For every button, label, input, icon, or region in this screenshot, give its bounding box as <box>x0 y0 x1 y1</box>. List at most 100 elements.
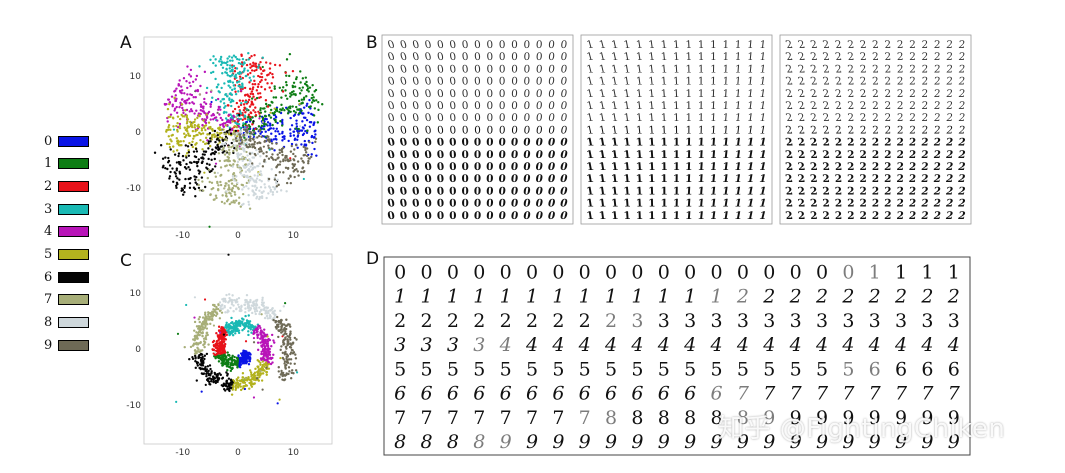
digit-sample: 5 <box>631 358 643 380</box>
digit-sample: 0 <box>399 87 409 100</box>
data-point <box>300 89 303 92</box>
data-point <box>273 341 276 344</box>
grid-frame <box>381 34 574 225</box>
digit-sample: 2 <box>933 88 941 100</box>
data-point <box>189 108 193 111</box>
data-point <box>201 189 205 192</box>
data-point <box>212 198 216 201</box>
data-point <box>265 370 268 374</box>
data-point <box>302 132 306 135</box>
data-point <box>289 325 292 328</box>
digit-sample: 0 <box>547 185 557 197</box>
legend-item: 1 <box>44 156 89 171</box>
digit-sample: 0 <box>559 209 569 222</box>
data-point <box>212 378 215 381</box>
digit-sample: 2 <box>815 286 828 308</box>
data-point <box>278 398 281 401</box>
data-point <box>225 333 228 336</box>
data-point <box>213 171 217 175</box>
digit-sample: 1 <box>660 137 668 149</box>
digit-sample: 2 <box>822 124 830 136</box>
data-point <box>190 143 193 147</box>
data-point <box>225 67 228 71</box>
data-point <box>214 150 218 154</box>
digit-sample: 0 <box>461 210 468 222</box>
digit-sample: 2 <box>908 185 917 197</box>
data-point <box>203 322 206 326</box>
digit-sample: 1 <box>635 137 643 149</box>
data-point <box>262 357 266 361</box>
data-point <box>221 364 224 367</box>
data-point <box>272 138 275 141</box>
data-point <box>249 137 252 140</box>
data-point <box>226 63 229 67</box>
digit-sample: 2 <box>957 112 966 124</box>
data-point <box>244 307 247 310</box>
data-point <box>215 340 219 343</box>
data-point <box>180 85 183 88</box>
digit-sample: 4 <box>709 334 722 356</box>
data-point <box>248 145 252 148</box>
data-point <box>236 118 239 121</box>
digit-sample: 1 <box>710 112 717 124</box>
digit-sample: 2 <box>884 63 891 75</box>
data-point <box>230 146 233 149</box>
data-point <box>248 105 252 108</box>
digit-sample: 2 <box>921 51 928 63</box>
data-point <box>237 296 241 300</box>
data-point <box>210 378 213 381</box>
data-point <box>223 351 227 354</box>
data-point <box>214 165 217 168</box>
data-point <box>269 116 273 119</box>
data-point <box>168 177 171 180</box>
data-point <box>187 97 191 100</box>
data-point <box>191 344 195 347</box>
data-point <box>203 70 207 74</box>
data-point <box>259 337 262 340</box>
digit-sample: 1 <box>758 149 768 161</box>
data-point <box>293 362 296 365</box>
data-point <box>171 167 174 170</box>
data-point <box>194 78 198 81</box>
data-point <box>281 153 284 157</box>
data-point <box>283 360 287 363</box>
digit-sample: 2 <box>872 210 880 222</box>
digit-sample: 2 <box>797 161 806 173</box>
data-point <box>248 360 252 363</box>
digit-sample: 9 <box>816 431 828 453</box>
data-point <box>245 299 248 302</box>
data-point <box>230 189 234 193</box>
data-point <box>217 378 220 381</box>
data-point <box>176 332 180 335</box>
digit-sample: 8 <box>447 431 459 453</box>
digit-sample: 0 <box>523 149 532 161</box>
digit-sample: 2 <box>872 76 879 88</box>
data-point <box>236 381 240 385</box>
digit-sample: 0 <box>499 51 506 63</box>
data-point <box>290 93 293 97</box>
digit-sample: 2 <box>797 75 807 88</box>
data-point <box>251 83 254 86</box>
data-point <box>275 190 279 194</box>
data-point <box>260 72 263 75</box>
digit-sample: 9 <box>869 431 881 453</box>
data-point <box>210 114 213 117</box>
data-point <box>239 77 243 80</box>
data-point <box>205 352 209 356</box>
data-point <box>228 324 232 327</box>
data-point <box>248 143 251 146</box>
sheet-frame <box>383 256 971 456</box>
data-point <box>260 379 264 382</box>
data-point <box>200 356 203 360</box>
data-point <box>204 383 207 386</box>
digit-sample: 2 <box>847 112 855 124</box>
digit-sample: 6 <box>500 383 512 405</box>
digit-sample: 2 <box>896 149 904 161</box>
data-point <box>199 327 203 331</box>
data-point <box>172 128 176 131</box>
digit-sample: 1 <box>685 63 692 75</box>
series-class-7 <box>183 303 263 380</box>
series-class-8 <box>193 293 286 363</box>
data-point <box>204 124 208 127</box>
